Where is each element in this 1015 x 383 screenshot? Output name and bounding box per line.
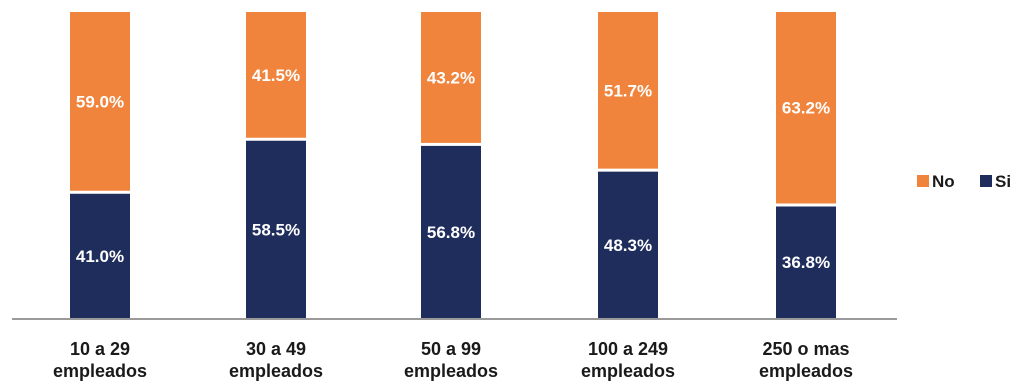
category-label-0-line-0: 10 a 29 bbox=[70, 339, 130, 359]
bar-no-1 bbox=[246, 12, 306, 138]
bars-group: 41.0% 59.0% 58.5% 41.5% 56.8% 43.2% 48.3% 51.7%… bbox=[70, 12, 836, 318]
category-label-4-line-0: 250 o mas bbox=[762, 339, 849, 359]
label-no-1: 41.5% bbox=[252, 66, 300, 85]
legend: No Si bbox=[917, 172, 1011, 191]
label-si-4: 36.8% bbox=[782, 253, 830, 272]
bar-si-4 bbox=[776, 206, 836, 318]
bar-no-3 bbox=[598, 12, 658, 169]
label-no-0: 59.0% bbox=[76, 92, 124, 111]
label-no-2: 43.2% bbox=[427, 68, 475, 87]
label-si-3: 48.3% bbox=[604, 236, 652, 255]
label-si-2: 56.8% bbox=[427, 223, 475, 242]
bar-si-0 bbox=[70, 193, 130, 318]
bar-no-4 bbox=[776, 12, 836, 204]
category-label-3-line-0: 100 a 249 bbox=[588, 339, 668, 359]
category-label-2-line-0: 50 a 99 bbox=[421, 339, 481, 359]
label-no-4: 63.2% bbox=[782, 99, 830, 118]
legend-label-si: Si bbox=[995, 172, 1011, 191]
legend-label-no: No bbox=[932, 172, 955, 191]
category-label-1-line-1: empleados bbox=[229, 361, 323, 381]
category-label-0-line-1: empleados bbox=[53, 361, 147, 381]
category-label-4-line-1: empleados bbox=[759, 361, 853, 381]
bar-si-1 bbox=[246, 140, 306, 318]
category-label-2-line-1: empleados bbox=[404, 361, 498, 381]
bar-no-2 bbox=[421, 12, 481, 143]
label-si-0: 41.0% bbox=[76, 247, 124, 266]
legend-swatch-si bbox=[980, 175, 992, 187]
bar-no-0 bbox=[70, 12, 130, 191]
category-label-3-line-1: empleados bbox=[581, 361, 675, 381]
bar-si-2 bbox=[421, 145, 481, 318]
bar-si-3 bbox=[598, 171, 658, 318]
label-no-3: 51.7% bbox=[604, 81, 652, 100]
label-si-1: 58.5% bbox=[252, 220, 300, 239]
category-label-1-line-0: 30 a 49 bbox=[246, 339, 306, 359]
legend-swatch-no bbox=[917, 175, 929, 187]
